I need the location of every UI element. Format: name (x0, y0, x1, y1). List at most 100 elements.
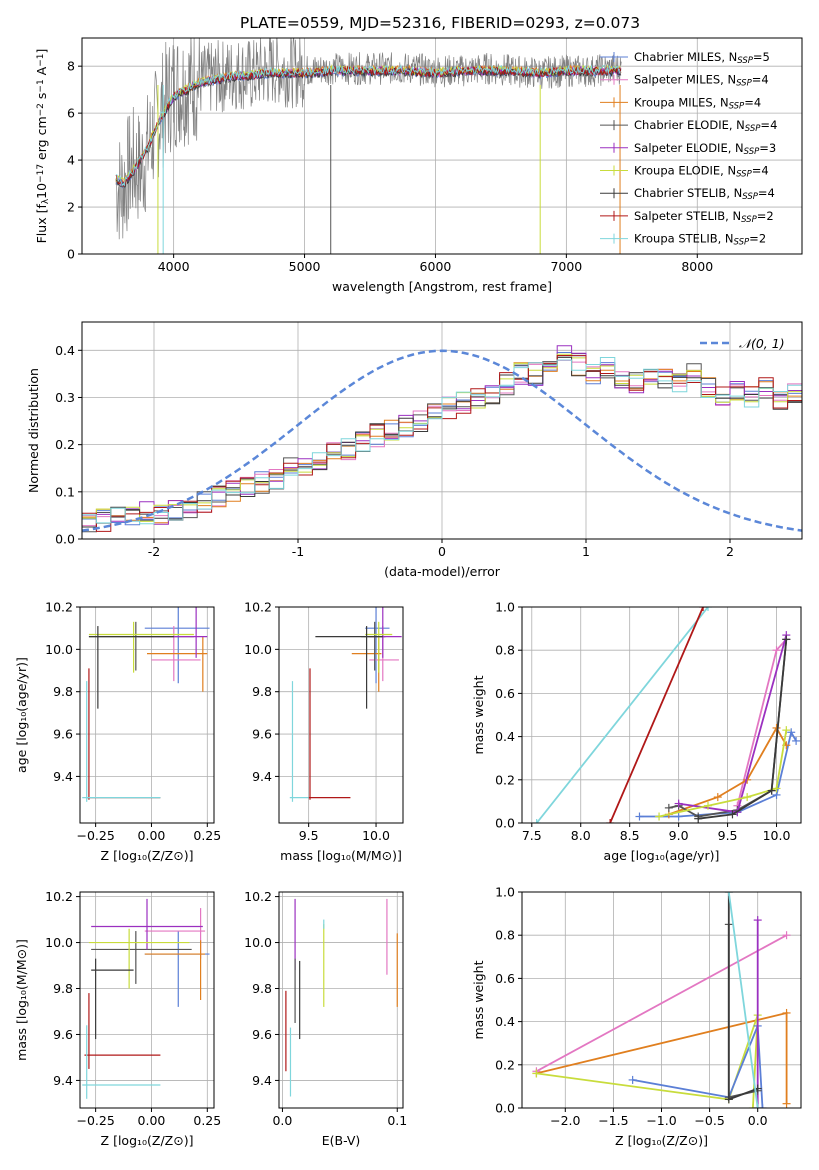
weight-marker (753, 916, 762, 925)
weight-line (639, 729, 797, 818)
legend-eq: = (753, 50, 763, 64)
errorbar-point (144, 607, 210, 684)
x-tick-label: −2.0 (550, 1113, 580, 1128)
y-tick-label: 0.0 (495, 816, 515, 831)
errorbar-point (91, 931, 192, 984)
legend-n: , N (720, 164, 736, 178)
y-tick-label: 0.8 (495, 643, 515, 658)
errorbar-point (88, 928, 190, 989)
y-tick-label: 0.4 (495, 729, 515, 744)
x-tick-label: 0 (438, 544, 446, 559)
legend-label: Chabrier STELIB, NSSP=4 (634, 186, 775, 202)
legend-ssp: SSP (742, 192, 758, 202)
legend-nssp: 4 (770, 118, 777, 132)
weight-marker (782, 726, 791, 735)
y-axis-label-part: erg cm (34, 116, 49, 164)
y-tick-label: 10.0 (45, 935, 73, 950)
x-tick-label: 8000 (681, 259, 713, 274)
x-tick-label: 9.5 (299, 828, 319, 843)
y-axis-label-part: λ (41, 198, 51, 204)
legend-nssp: 4 (761, 164, 768, 178)
grid (279, 606, 403, 823)
weight-marker (772, 646, 781, 655)
x-tick-label: 0.25 (193, 828, 221, 843)
y-tick-label: 0.2 (495, 772, 515, 787)
errorbar-point (315, 626, 383, 709)
chart-layer: 4000 5000 6000 7000 8000 0 2 4 6 8 wavelength [Ang… (14, 37, 803, 1148)
legend-name: Chabrier ELODIE (634, 118, 729, 132)
plot-area (532, 892, 791, 1108)
legend-ssp: SSP (737, 56, 753, 66)
weight-marker (724, 892, 733, 896)
plot-area (285, 898, 398, 1097)
y-tick-label: 9.6 (53, 1027, 73, 1042)
x-tick-label: −0.25 (76, 1113, 114, 1128)
legend-label: Kroupa STELIB, NSSP=2 (634, 232, 766, 248)
y-tick-label: 9.6 (53, 727, 73, 742)
x-axis-label: wavelength [Angstrom, rest frame] (332, 279, 552, 294)
x-tick-label: -2 (148, 544, 160, 559)
y-tick-label: 10.2 (244, 889, 272, 904)
legend-nssp: 4 (761, 73, 768, 87)
plot-area (115, 38, 622, 254)
x-tick-label: 10.0 (763, 828, 791, 843)
weight-marker (772, 784, 781, 793)
legend-ssp: SSP (744, 147, 760, 157)
errorbar-point (144, 940, 206, 1000)
legend-eq: = (749, 232, 759, 246)
y-axis-label-part: A (34, 66, 49, 79)
legend-nssp: 4 (754, 95, 761, 109)
x-tick-label: −0.5 (694, 1113, 724, 1128)
weight-marker (782, 931, 791, 940)
x-tick-label: 7000 (550, 259, 582, 274)
x-axis-label: age [log₁₀(age/yr)] (604, 848, 720, 863)
panel-weight-vs-Z: −2.0 −1.5 −1.0 −0.5 0.0 0.0 0.2 0.4 0.6 0.8 1.0 Z [… (471, 885, 802, 1148)
normal-curve (82, 349, 802, 532)
legend-label: Salpeter STELIB, NSSP=2 (634, 209, 774, 225)
x-tick-label: 0.0 (748, 1113, 768, 1128)
legend-label: Chabrier ELODIE, NSSP=4 (634, 118, 777, 134)
axes-frame (278, 891, 404, 1109)
weight-marker (606, 819, 615, 823)
x-tick-label: 9.0 (669, 828, 689, 843)
y-tick-label: 8 (67, 59, 75, 74)
legend-n: , N (728, 141, 744, 155)
legend-eq: = (758, 186, 768, 200)
axes-frame (79, 606, 215, 824)
legend-n: , N (721, 50, 737, 64)
axes-frame (81, 37, 803, 255)
errorbar-point (365, 621, 393, 673)
x-axis-label: mass [log₁₀(M/M⊙)] (280, 848, 402, 863)
legend-label: Chabrier MILES, NSSP=5 (634, 50, 770, 66)
y-tick-label: 9.8 (252, 684, 272, 699)
plot-area (82, 898, 210, 1099)
y-tick-label: 0.4 (495, 1014, 515, 1029)
weight-marker (704, 607, 712, 611)
weight-marker (699, 607, 708, 611)
legend-eq: = (752, 164, 762, 178)
y-tick-label: 1.0 (495, 885, 515, 900)
legend-ssp: SSP (741, 215, 757, 225)
errorbar-point (308, 668, 351, 800)
errorbar-point (91, 898, 203, 950)
legend-ssp: SSP (729, 102, 745, 112)
panel-age-vs-Z: −0.25 0.00 0.25 9.4 9.6 9.8 10.0 10.2 Z [log₁₀(Z… (14, 600, 221, 864)
x-axis-label: (data-model)/error (384, 564, 501, 579)
errorbar-point (147, 636, 208, 692)
legend-ssp: SSP (745, 124, 761, 134)
y-tick-label: 0.2 (55, 437, 75, 452)
x-axis-label: Z [log₁₀(Z/Z⊙)] (101, 848, 194, 863)
x-tick-label: 4000 (158, 259, 190, 274)
x-tick-label: 2 (726, 544, 734, 559)
panel-mass-vs-ebv: 0.0 0.1 9.4 9.6 9.8 10.0 10.2 E(B-V) (244, 889, 407, 1148)
y-tick-label: 10.0 (244, 935, 272, 950)
legend-label: 𝒩(0, 1) (739, 336, 785, 351)
y-axis-label-part: ] (34, 49, 49, 54)
y-tick-label: 0.0 (495, 1101, 515, 1116)
x-tick-label: 0.25 (193, 1113, 221, 1128)
x-tick-label: 1 (582, 544, 590, 559)
weight-marker (782, 1008, 791, 1017)
errorbar-point (88, 626, 174, 709)
y-axis-label-part: Flux [f (34, 204, 49, 244)
plot-area (82, 607, 210, 802)
